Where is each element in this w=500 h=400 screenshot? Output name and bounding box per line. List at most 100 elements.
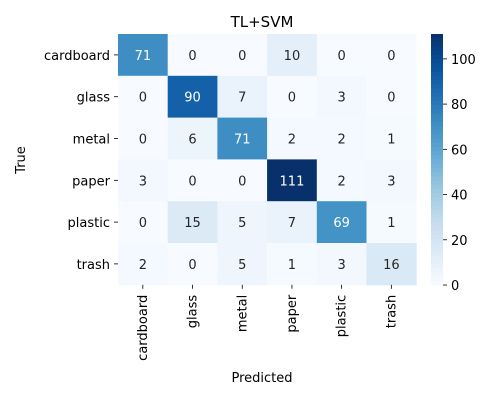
colorbar-band xyxy=(431,201,443,207)
colorbar-band xyxy=(431,113,443,119)
cell-value-label: 6 xyxy=(188,133,196,148)
colorbar-band xyxy=(431,180,443,186)
cell-value-label: 71 xyxy=(234,133,251,148)
heatmap-cell xyxy=(217,159,268,202)
heatmap-cell xyxy=(267,34,318,77)
heatmap-cell xyxy=(118,117,169,160)
heatmap-cell xyxy=(217,243,268,286)
colorbar-band xyxy=(431,209,443,215)
colorbar-band xyxy=(431,67,443,73)
x-tick-label: trash xyxy=(384,295,399,328)
colorbar-band xyxy=(431,280,443,286)
colorbar-band xyxy=(431,222,443,228)
chart-title: TL+SVM xyxy=(230,13,294,31)
colorbar-tick-label: 0 xyxy=(451,279,459,294)
colorbar-band xyxy=(431,205,443,211)
colorbar-band xyxy=(431,155,443,161)
heatmap-cell xyxy=(217,75,268,119)
colorbar-band xyxy=(431,105,443,110)
colorbar-band xyxy=(431,134,443,140)
colorbar-band xyxy=(431,59,443,64)
colorbar-band xyxy=(431,243,443,248)
heatmap-cell xyxy=(316,34,367,77)
cell-value-label: 0 xyxy=(188,174,196,189)
colorbar-band xyxy=(431,259,443,265)
cell-value-label: 111 xyxy=(280,174,305,189)
heatmap-cell xyxy=(366,75,417,119)
heatmap-cell xyxy=(167,159,218,202)
colorbar-band xyxy=(431,117,443,123)
y-tick-label: glass xyxy=(77,91,111,106)
colorbar-band xyxy=(431,238,443,244)
cell-value-label: 2 xyxy=(338,133,346,148)
colorbar-band xyxy=(431,71,443,77)
x-tick-label: paper xyxy=(285,294,300,332)
colorbar-band xyxy=(431,38,443,43)
colorbar-band xyxy=(431,268,443,274)
heatmap-cell xyxy=(316,117,367,160)
colorbar-band xyxy=(431,251,443,257)
colorbar-tick-label: 20 xyxy=(451,234,468,249)
heatmap-cell xyxy=(217,117,268,160)
heatmap-cell xyxy=(167,243,218,286)
x-axis-ticks: cardboard glass metal paper plastic trash xyxy=(136,284,399,361)
colorbar-band xyxy=(431,84,443,89)
colorbar-band xyxy=(431,192,443,198)
colorbar-band xyxy=(431,92,443,98)
colorbar: 0 20 40 60 80 100 xyxy=(431,34,476,294)
colorbar-band xyxy=(431,109,443,115)
x-tick-label: plastic xyxy=(335,295,350,337)
y-tick-label: trash xyxy=(77,258,110,273)
cell-value-label: 5 xyxy=(238,216,246,231)
colorbar-band xyxy=(431,188,443,194)
cell-value-label: 0 xyxy=(288,91,296,106)
colorbar-band xyxy=(431,121,443,127)
colorbar-band xyxy=(431,197,443,202)
colorbar-band xyxy=(431,230,443,236)
x-tick-label: cardboard xyxy=(136,295,151,361)
heatmap-cell xyxy=(167,201,218,244)
cell-value-label: 69 xyxy=(333,216,350,231)
x-tick-label: glass xyxy=(186,295,201,329)
colorbar-band xyxy=(431,75,443,81)
colorbar-band xyxy=(431,146,443,152)
heatmap-cell xyxy=(217,34,268,77)
colorbar-band xyxy=(431,218,443,223)
colorbar-tick-label: 40 xyxy=(451,189,468,204)
cell-value-label: 10 xyxy=(284,49,301,64)
cell-value-label: 1 xyxy=(387,133,395,148)
heatmap-cell xyxy=(267,117,318,160)
colorbar-band xyxy=(431,163,443,169)
heatmap-cell xyxy=(366,243,417,286)
cell-value-label: 0 xyxy=(139,91,147,106)
cell-value-label: 3 xyxy=(139,174,147,189)
cell-value-label: 7 xyxy=(238,91,246,106)
heatmap-cell xyxy=(118,34,169,77)
colorbar-band xyxy=(431,226,443,232)
heatmap-cell xyxy=(118,75,169,119)
cell-value-label: 0 xyxy=(338,49,346,64)
colorbar-band xyxy=(431,184,443,190)
cell-value-label: 0 xyxy=(139,133,147,148)
heatmap-cell xyxy=(217,201,268,244)
heatmap-cell xyxy=(316,159,367,202)
cell-value-label: 16 xyxy=(383,258,400,273)
colorbar-band xyxy=(431,234,443,240)
colorbar-band xyxy=(431,88,443,94)
cell-value-label: 3 xyxy=(338,258,346,273)
cell-value-label: 0 xyxy=(238,49,246,64)
colorbar-band xyxy=(431,50,443,56)
colorbar-band xyxy=(431,34,443,39)
x-axis-label: Predicted xyxy=(231,371,292,386)
heatmap-cell xyxy=(366,34,417,77)
y-axis-ticks: cardboard glass metal paper plastic trash xyxy=(44,49,118,273)
colorbar-band xyxy=(431,247,443,253)
colorbar-band xyxy=(431,176,443,182)
cell-value-label: 15 xyxy=(184,216,201,231)
cell-value-label: 1 xyxy=(288,258,296,273)
heatmap-cell xyxy=(366,117,417,160)
colorbar-band xyxy=(431,130,443,135)
y-tick-label: metal xyxy=(73,133,110,148)
heatmap-cell xyxy=(316,201,367,244)
